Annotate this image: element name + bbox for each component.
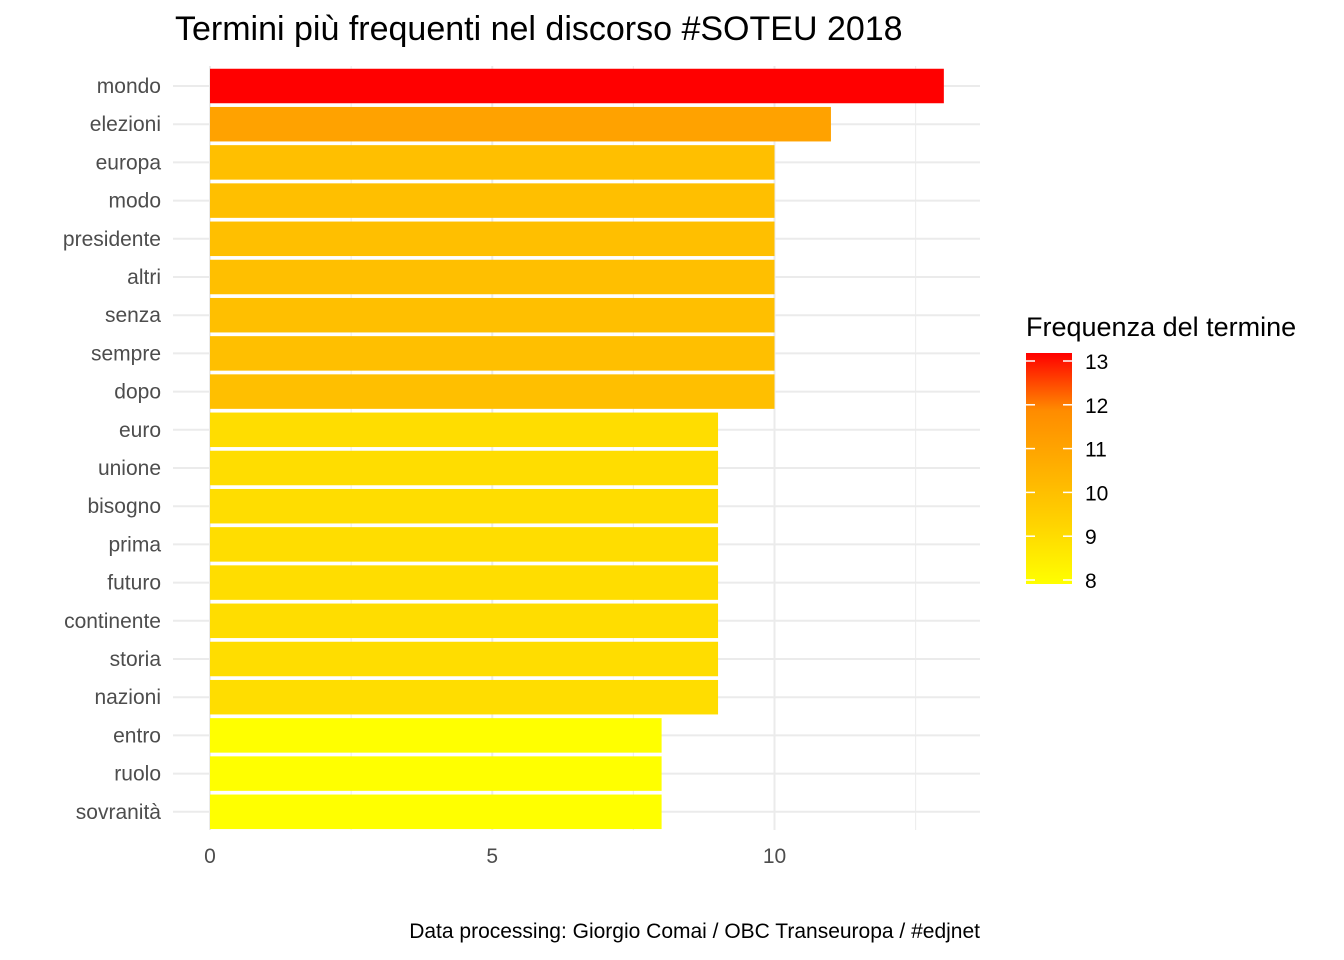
grid-lines (173, 66, 980, 830)
bar-continente (210, 603, 719, 639)
legend-tick-label: 12 (1085, 395, 1108, 418)
chart-title: Termini più frequenti nel discorso #SOTE… (175, 10, 903, 48)
bar-bisogno (210, 488, 719, 524)
y-tick-label: europa (96, 151, 162, 174)
y-tick-label: prima (108, 533, 161, 556)
bar-presidente (210, 221, 775, 257)
x-tick-label: 10 (763, 845, 786, 868)
bar-euro (210, 412, 719, 448)
legend-tick-label: 13 (1085, 351, 1108, 374)
bar-unione (210, 450, 719, 486)
bar-sovranità (210, 794, 662, 830)
y-tick-label: unione (98, 457, 161, 480)
y-tick-label: storia (110, 648, 162, 671)
y-tick-label: nazioni (94, 686, 161, 709)
chart-caption: Data processing: Giorgio Comai / OBC Tra… (409, 920, 980, 943)
bar-entro (210, 718, 662, 753)
bar-mondo (210, 68, 944, 104)
y-tick-label: continente (64, 610, 161, 633)
y-tick-label: presidente (63, 228, 161, 251)
y-tick-label: mondo (97, 75, 161, 98)
y-tick-label: bisogno (87, 495, 161, 518)
bar-altri (210, 259, 775, 295)
bar-europa (210, 145, 775, 180)
bar-futuro (210, 565, 719, 600)
legend-tick-label: 9 (1085, 526, 1097, 549)
y-tick-label: futuro (107, 572, 161, 595)
bar-elezioni (210, 106, 831, 142)
legend-tick-label: 10 (1085, 482, 1108, 505)
bar-ruolo (210, 756, 662, 791)
bar-storia (210, 641, 719, 677)
bar-series (210, 68, 944, 830)
y-tick-label: modo (108, 190, 161, 213)
x-tick-label: 5 (486, 845, 498, 868)
bar-nazioni (210, 679, 719, 715)
legend-tick-label: 8 (1085, 570, 1097, 593)
bar-modo (210, 183, 775, 218)
bar-prima (210, 527, 719, 562)
y-tick-label: euro (119, 419, 161, 442)
y-tick-label: sempre (91, 342, 161, 365)
bar-senza (210, 297, 775, 333)
y-tick-label: altri (127, 266, 161, 289)
y-axis-tick-labels: mondo elezioni europa modo presidente altri se… (63, 75, 161, 824)
y-tick-label: ruolo (114, 763, 161, 786)
y-tick-label: sovranità (76, 801, 162, 824)
x-axis-tick-labels: 0 5 10 (204, 845, 786, 868)
legend: Frequenza del termine 13 12 11 10 9 8 (1026, 312, 1296, 593)
y-tick-label: senza (105, 304, 161, 327)
x-tick-label: 0 (204, 845, 216, 868)
legend-ticks: 13 12 11 10 9 8 (1026, 351, 1108, 593)
legend-color-bar (1026, 353, 1072, 584)
y-tick-label: dopo (114, 381, 161, 404)
legend-tick-label: 11 (1085, 439, 1107, 462)
bar-dopo (210, 374, 775, 409)
y-tick-label: entro (113, 724, 161, 747)
bar-sempre (210, 336, 775, 371)
legend-title: Frequenza del termine (1026, 312, 1296, 342)
y-tick-label: elezioni (90, 113, 161, 136)
